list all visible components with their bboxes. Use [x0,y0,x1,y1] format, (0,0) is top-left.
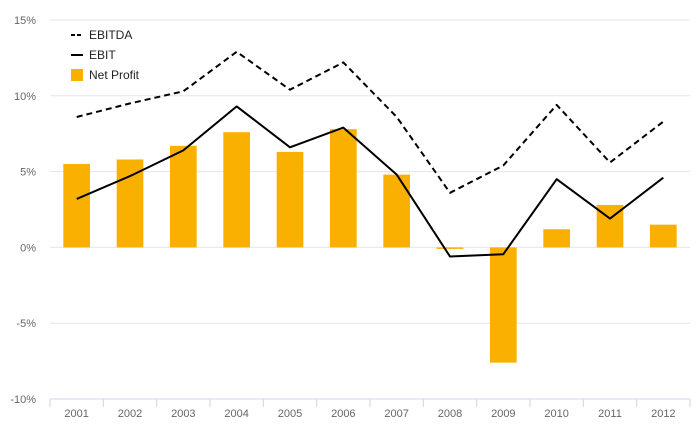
x-tick-label: 2001 [64,408,88,420]
bar-net-profit [170,145,197,248]
legend-label-ebit[interactable]: EBIT [89,48,116,62]
x-tick-label: 2002 [118,408,142,420]
x-tick-label: 2010 [544,408,568,420]
y-tick-label: -10% [10,394,36,406]
y-tick-label: 10% [14,91,36,103]
bar-net-profit [276,151,304,248]
bar-net-profit [543,229,570,248]
line-ebit [76,105,664,258]
bar-net-profit [383,174,410,248]
lines [76,50,664,258]
x-tick-label: 2005 [278,408,302,420]
line-ebitda [76,50,664,194]
gridlines [50,19,690,324]
axes: 15% 10% 5% 0% -5% -10% 2001 2002 2003 2004 2005 200… [10,15,691,420]
x-tick-label: 2009 [491,408,515,420]
y-tick-label: 0% [20,242,36,254]
legend-label-ebitda[interactable]: EBITDA [89,28,132,42]
x-tick-label: 2007 [384,408,408,420]
bar-net-profit [223,132,250,248]
x-tick-label: 2003 [171,408,195,420]
bars-net-profit [63,129,677,363]
legend: EBITDA EBIT Net Profit [71,28,140,82]
x-tick-label: 2004 [224,408,248,420]
legend-label-net-profit[interactable]: Net Profit [89,68,140,82]
x-tick-label: 2012 [651,408,675,420]
y-tick-label: -5% [16,318,36,330]
y-tick-label: 15% [14,15,36,27]
bar-net-profit [330,129,357,248]
x-tick-label: 2008 [438,408,462,420]
y-tick-label: 5% [20,167,36,179]
x-tick-label: 2006 [331,408,355,420]
x-tick-label: 2011 [598,408,622,420]
bar-net-profit [490,247,517,363]
bar-net-profit [650,224,677,248]
bar-net-profit [116,159,144,248]
legend-symbol-net-profit [71,69,83,81]
bar-net-profit [436,247,464,249]
bar-net-profit [63,164,90,248]
